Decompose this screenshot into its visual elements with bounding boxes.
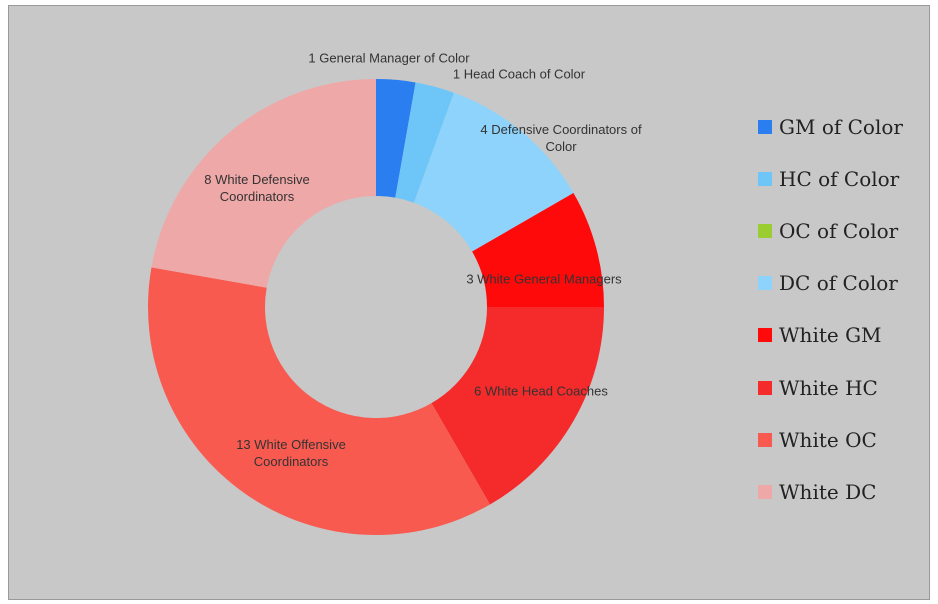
chart: 1 General Manager of Color 1 Head Coach o… bbox=[8, 5, 930, 600]
slice bbox=[151, 79, 376, 288]
legend-swatch bbox=[758, 120, 772, 134]
data-label: 13 White Offensive Coordinators bbox=[236, 437, 346, 469]
legend-label: GM of Color bbox=[779, 115, 903, 139]
data-label: 4 Defensive Coordinators of Color bbox=[480, 122, 642, 154]
slice bbox=[395, 82, 454, 203]
data-label: 1 Head Coach of Color bbox=[452, 66, 586, 82]
legend-label: OC of Color bbox=[779, 219, 899, 244]
legend-label: HC of Color bbox=[779, 167, 900, 192]
legend-swatch bbox=[758, 328, 772, 343]
legend-swatch bbox=[758, 276, 772, 291]
legend-swatch bbox=[758, 380, 772, 395]
legend-swatch bbox=[758, 432, 772, 447]
legend-label: DC of Color bbox=[779, 271, 898, 296]
data-label: 6 White Head Coaches bbox=[474, 383, 608, 399]
slice bbox=[472, 193, 604, 307]
legend-label: White OC bbox=[779, 427, 877, 452]
slice bbox=[431, 307, 604, 505]
legend-label: White DC bbox=[779, 479, 877, 504]
slice bbox=[413, 92, 574, 252]
data-label: 1 General Manager of Color bbox=[308, 50, 470, 66]
data-label: 8 White Defensive Coordinators bbox=[204, 172, 310, 204]
slice bbox=[376, 79, 416, 198]
legend-swatch bbox=[758, 484, 772, 499]
slice bbox=[147, 267, 490, 535]
legend-swatch bbox=[758, 172, 772, 187]
data-label: 3 White General Managers bbox=[466, 271, 622, 287]
legend-label: White HC bbox=[779, 375, 878, 400]
donut bbox=[147, 79, 604, 535]
legend-label: White GM bbox=[779, 323, 882, 348]
legend-swatch bbox=[758, 224, 772, 239]
